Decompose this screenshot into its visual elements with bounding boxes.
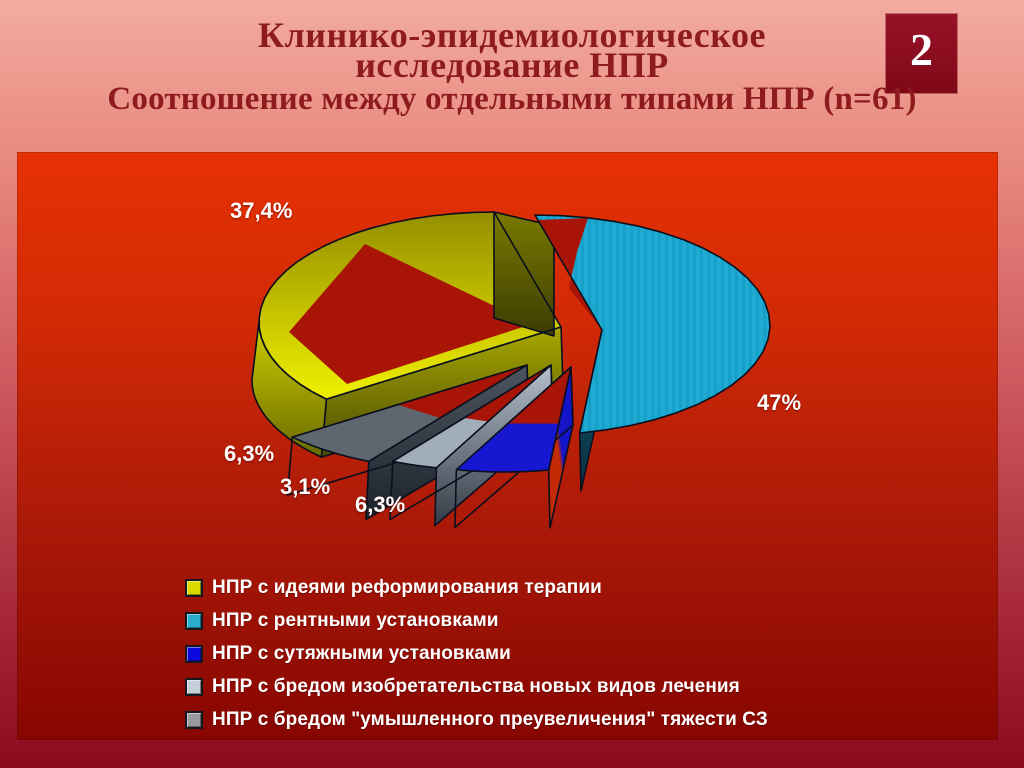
legend-color-swatch — [185, 578, 203, 597]
legend-label: НПР с бредом изобретательства новых видо… — [212, 675, 740, 697]
pie-label-6-3-gray: 6,3% — [224, 441, 275, 466]
slide-title-line2: исследование НПР — [355, 45, 669, 85]
legend-item: НПР с рентными установками — [185, 604, 768, 637]
pie-3d-chart — [251, 211, 771, 529]
pie-label-37-4: 37,4% — [230, 198, 293, 223]
chart-panel: 37,4% 47% 6,3% 3,1% 6,3% НПР с идеями ре… — [17, 152, 998, 740]
legend-item: НПР с бредом "умышленного преувеличения"… — [185, 703, 768, 736]
legend-label: НПР с рентными установками — [212, 609, 499, 631]
pie-label-47: 47% — [757, 390, 802, 415]
slide-number-box: 2 — [886, 14, 957, 93]
legend-item: НПР с сутяжными установками — [185, 637, 768, 670]
legend-label: НПР с бредом "умышленного преувеличения"… — [212, 708, 768, 730]
pie-label-6-3-blue: 6,3% — [355, 492, 406, 517]
slide-title-line1: Клинико-эпидемиологическое — [257, 15, 767, 55]
legend-color-swatch — [185, 644, 203, 663]
legend-label: НПР с идеями реформирования терапии — [212, 576, 602, 598]
legend-color-swatch — [185, 611, 203, 630]
slide-title: Клинико-эпидемиологическое исследование Н… — [0, 17, 1024, 83]
slide-number: 2 — [910, 24, 933, 75]
slide-subtitle: Соотношение между отдельными типами НПР … — [107, 81, 917, 117]
legend-color-swatch — [185, 710, 203, 729]
title-block: Клинико-эпидемиологическое исследование Н… — [0, 17, 1024, 117]
chart-legend: НПР с идеями реформирования терапии НПР … — [185, 571, 768, 736]
legend-item: НПР с бредом изобретательства новых видо… — [185, 670, 768, 703]
legend-color-swatch — [185, 677, 203, 696]
legend-item: НПР с идеями реформирования терапии — [185, 571, 768, 604]
legend-label: НПР с сутяжными установками — [212, 642, 511, 664]
pie-label-3-1: 3,1% — [280, 474, 331, 499]
